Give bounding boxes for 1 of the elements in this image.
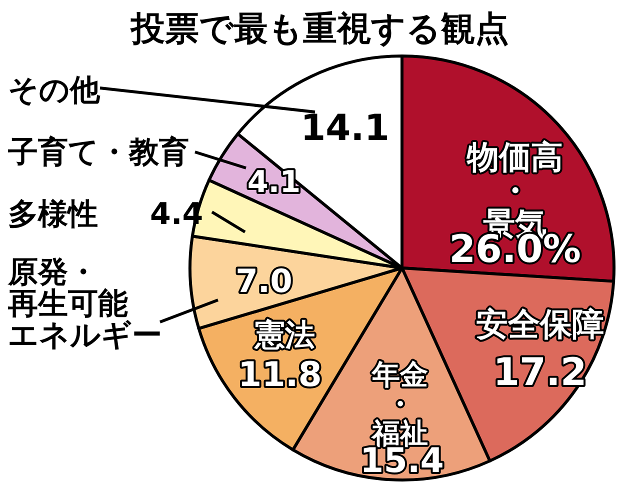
title: 投票で最も重視する観点: [131, 9, 509, 49]
